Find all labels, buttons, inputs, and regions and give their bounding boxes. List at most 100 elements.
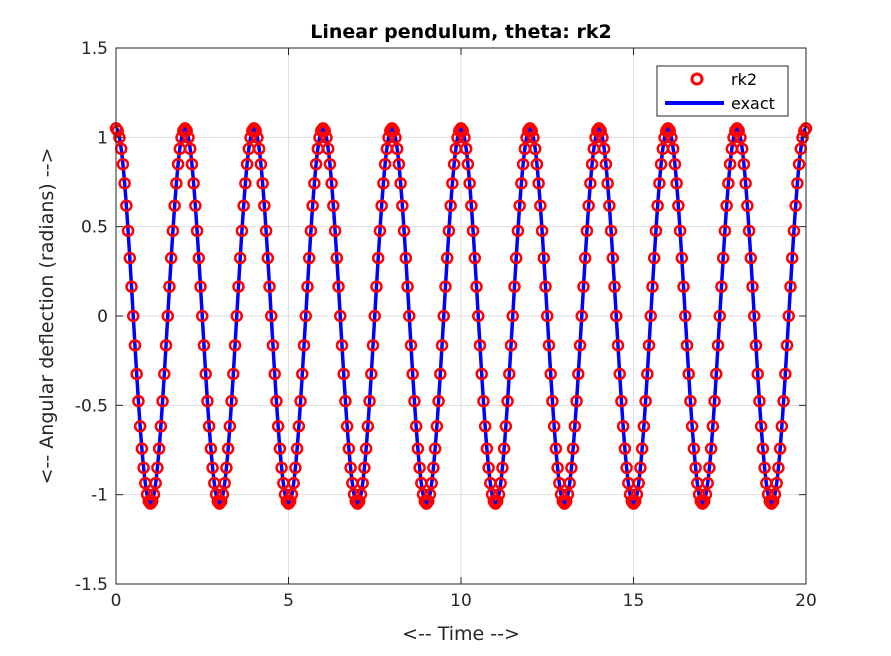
rk2-point [239,177,252,190]
rk2-point [735,142,749,156]
rk2-point [746,280,759,293]
rk2-point [271,420,285,433]
y-tick-label: -0.5 [75,396,108,416]
rk2-point [722,177,735,190]
rk2-point [408,394,421,408]
rk2-point [373,224,387,238]
y-axis-label: <-- Angular deflection (radians) --> [36,148,58,485]
rk2-point [130,367,143,381]
rk2-point [791,177,804,190]
rk2-point [437,309,450,323]
rk2-point [753,394,766,408]
rk2-point [689,461,702,475]
rk2-point [265,309,278,323]
rk2-point [409,420,423,433]
rk2-point [551,461,564,475]
rk2-point [390,142,404,156]
rk2-point [480,442,494,455]
rk2-point [459,142,473,156]
rk2-point [670,177,683,190]
rk2-point [575,309,588,323]
rk2-point [559,495,573,508]
rk2-point [597,142,611,156]
rk2-point [371,251,385,265]
rk2-point [256,177,269,190]
rk2-point [161,309,174,323]
rk2-point [121,224,135,238]
rk2-point [223,420,237,433]
rk2-point [547,420,561,433]
rk2-point [290,442,304,455]
rk2-point [741,199,754,212]
rk2-point [599,157,613,171]
rk2-point [378,157,392,171]
rk2-point [718,224,732,238]
rk2-point [152,442,166,455]
rk2-point [580,224,594,238]
rk2-point [528,142,542,156]
rk2-point [541,309,554,323]
rk2-point [473,339,487,352]
rk2-point [496,461,509,475]
rk2-point [334,309,347,323]
rk2-point [734,131,747,144]
rk2-point [128,339,142,352]
rk2-point [610,309,623,323]
rk2-point [508,280,521,293]
rk2-point [396,199,409,212]
rk2-point [570,394,583,408]
y-axis-ticks: -1.5 -1 -0.5 0 0.5 1 1.5 [75,39,806,595]
rk2-point [299,309,312,323]
rk2-point [715,280,728,293]
rk2-point [458,131,471,144]
rk2-point [233,251,247,265]
rk2-point [342,442,356,455]
rk2-point [363,394,376,408]
rk2-point [156,394,169,408]
rk2-point [639,394,652,408]
rk2-point [535,224,549,238]
rk2-point [716,251,730,265]
rk2-point [339,394,352,408]
rk2-point [356,476,369,490]
rk2-point [782,309,795,323]
rk2-point [227,367,240,381]
rk2-point [616,420,630,433]
rk2-point [344,461,357,475]
rk2-point [435,339,449,352]
rk2-point [775,420,789,433]
rk2-point [292,420,306,433]
rk2-point [358,461,371,475]
rk2-point [549,442,563,455]
rk2-point [768,488,782,501]
rk2-point [135,442,149,455]
rk2-point [237,199,250,212]
rk2-point [506,309,519,323]
rk2-point [185,157,199,171]
rk2-point [296,367,309,381]
y-tick-label: 0 [97,307,108,327]
rk2-point [328,224,342,238]
rk2-point [240,157,254,171]
rk2-point [673,224,687,238]
rk2-point [611,339,625,352]
rk2-point [133,420,147,433]
rk2-point [301,280,314,293]
y-tick-label: -1 [91,486,108,506]
rk2-point [475,367,488,381]
rk2-point [578,251,592,265]
rk2-point [365,367,378,381]
rk2-point [697,495,711,508]
rk2-point [325,177,338,190]
rk2-point [137,461,150,475]
rk2-point [283,495,297,508]
rk2-point [180,124,193,137]
rk2-point [183,142,197,156]
rk2-point [302,251,316,265]
rk2-point [196,309,209,323]
rk2-point [679,309,692,323]
rk2-point [120,199,133,212]
rk2-point [751,367,764,381]
rk2-point [544,367,557,381]
rk2-point [577,280,590,293]
